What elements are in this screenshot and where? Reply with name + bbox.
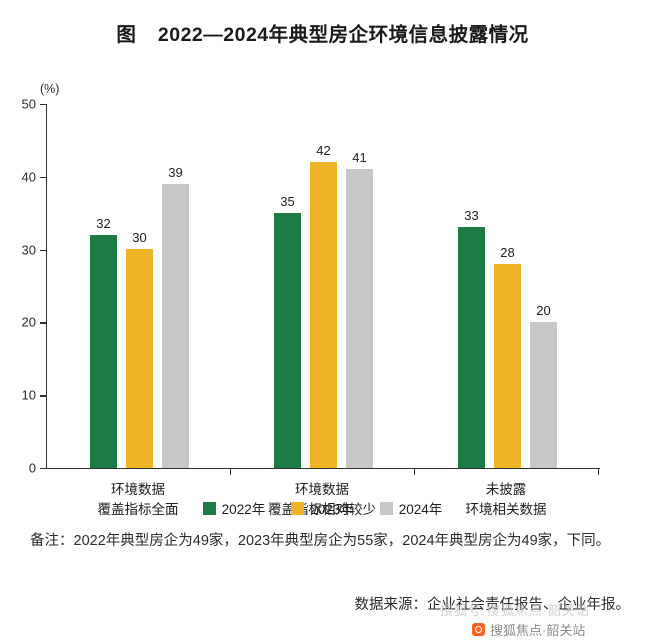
bar-2023-g1: 30 [126, 230, 153, 468]
legend-swatch-2023 [291, 501, 305, 515]
x-axis-line [46, 468, 600, 470]
legend-label-2022: 2022年 [221, 502, 266, 517]
bar-value-2022-g3: 33 [464, 208, 479, 224]
x-category-label-3: 未披露 环境相关数据 [414, 480, 598, 519]
legend-swatch-2024 [379, 501, 393, 515]
bar-2022-g1: 32 [90, 216, 117, 468]
legend-label-2024: 2024年 [398, 502, 443, 517]
y-tick-20 [40, 322, 46, 324]
y-tick-label-30: 30 [21, 242, 36, 258]
bar-value-2024-g1: 39 [168, 164, 183, 180]
bar-2022-g2: 35 [274, 194, 301, 468]
title-text: 2022—2024年典型房企环境信息披露情况 [157, 24, 529, 46]
x-axis-separator-1 [230, 468, 232, 475]
x-category-label-3-line1: 未披露 [485, 482, 527, 497]
x-category-label-1-line2: 覆盖指标全面 [97, 501, 179, 517]
bar-2022-g3: 33 [458, 208, 485, 468]
bar-value-2022-g2: 35 [280, 193, 295, 209]
bar-value-2023-g1: 30 [132, 230, 147, 246]
y-tick-label-40: 40 [21, 169, 36, 185]
bar-chart: (%) 0 10 20 30 40 50 32 30 39 [0, 72, 645, 517]
bar-value-2023-g3: 28 [500, 244, 515, 260]
bar-group-3: 33 28 20 [458, 208, 557, 468]
legend-swatch-2022 [202, 501, 216, 515]
x-category-label-2-line1: 环境数据 [295, 482, 349, 497]
y-tick-10 [40, 395, 46, 397]
watermark-text: 搜狐号 搜狐焦点·韶关站 [440, 603, 590, 618]
bar-value-2024-g2: 41 [352, 150, 367, 166]
legend-item-2024[interactable]: 2024年 [379, 498, 443, 518]
watermark-brand-label: 搜狐焦点·韶关站 [490, 623, 586, 638]
bar-group-2: 35 42 41 [274, 143, 373, 468]
page-title: 图 2022—2024年典型房企环境信息披露情况 [0, 18, 645, 47]
bar-2024-g1: 39 [162, 165, 189, 468]
chart-legend: 2022年 2023年 2024年 [0, 498, 645, 518]
bar-2024-g3: 20 [530, 303, 557, 468]
bar-value-2022-g1: 32 [96, 215, 111, 231]
bar-value-2024-g3: 20 [536, 303, 551, 319]
y-tick-50 [40, 104, 46, 106]
title-marker: 图 [116, 24, 136, 46]
x-category-label-3-line2: 环境相关数据 [465, 501, 547, 517]
y-tick-0 [40, 468, 46, 470]
bar-2023-g2: 42 [310, 143, 337, 468]
chart-remark: 备注：2022年典型房企为49家，2023年典型房企为55家，2024年典型房企… [30, 533, 611, 549]
x-axis-separator-2 [414, 468, 416, 475]
x-category-label-1: 环境数据 覆盖指标全面 [46, 480, 230, 519]
plot-area: 0 10 20 30 40 50 32 30 39 [22, 97, 600, 517]
sohu-logo-icon [472, 623, 485, 636]
y-tick-label-0: 0 [28, 460, 36, 476]
y-tick-label-10: 10 [21, 387, 36, 403]
y-tick-30 [40, 249, 46, 251]
x-axis-separator-3 [598, 468, 600, 475]
legend-label-2023: 2023年 [310, 502, 354, 517]
bar-value-2023-g2: 42 [316, 142, 331, 158]
y-axis-unit-label: (%) [40, 82, 60, 96]
legend-item-2022[interactable]: 2022年 [202, 498, 266, 518]
bar-2024-g2: 41 [346, 150, 373, 468]
watermark-brand: 搜狐焦点·韶关站 [472, 620, 585, 639]
legend-item-2023[interactable]: 2023年 [291, 498, 354, 518]
y-tick-40 [40, 176, 46, 179]
bar-2023-g3: 28 [494, 245, 521, 468]
bar-group-1: 32 30 39 [90, 165, 189, 468]
x-category-label-1-line1: 环境数据 [111, 482, 165, 497]
y-tick-label-20: 20 [21, 314, 36, 330]
chart-source: 数据来源：企业社会责任报告、企业年报。 [354, 597, 631, 613]
y-axis-line [46, 104, 48, 469]
y-tick-label-50: 50 [21, 96, 36, 112]
